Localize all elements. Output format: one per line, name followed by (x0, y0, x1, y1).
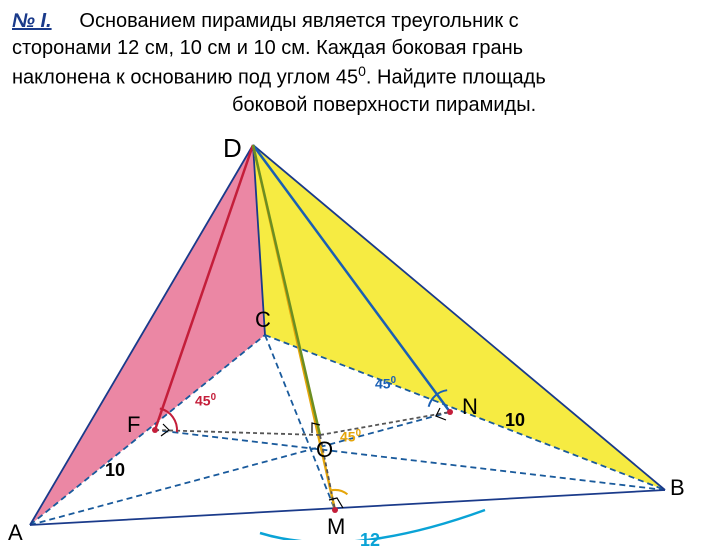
vertex-label-B: B (670, 475, 685, 501)
angle-label-F: 450 (195, 392, 216, 409)
vertex-label-F: F (127, 412, 140, 438)
degree-sup: 0 (358, 63, 366, 79)
base-edge-AB (30, 490, 665, 525)
text-l3b: . Найдите площадь (366, 67, 546, 89)
right-angle-M (329, 498, 343, 508)
angle-label-N: 450 (375, 375, 396, 392)
seg-CM (265, 335, 335, 510)
vertex-label-D: D (223, 133, 242, 164)
vertex-label-N: N (462, 394, 478, 420)
vertex-label-O: O (316, 437, 333, 463)
text-l3a: наклонена к основанию под углом 45 (12, 67, 358, 89)
dot-M (332, 507, 338, 513)
edge-label-AC: 10 (105, 460, 125, 481)
angle-label-M: 450 (340, 428, 361, 445)
dot-F (152, 427, 158, 433)
problem-text: № I. Основанием пирамиды является треуго… (12, 8, 708, 119)
text-l1: Основанием пирамиды является треугольник… (79, 10, 518, 32)
problem-number: № I. (12, 10, 52, 32)
text-l2: сторонами 12 см, 10 см и 10 см. Каждая б… (12, 37, 523, 59)
vertex-label-A: A (8, 520, 23, 546)
edge-label-CB: 10 (505, 410, 525, 431)
vertex-label-C: C (255, 307, 271, 333)
face-DAC (30, 145, 265, 525)
vertex-label-M: M (327, 514, 345, 540)
text-l4: боковой поверхности пирамиды. (232, 94, 536, 116)
edge-label-AB: 12 (360, 530, 380, 551)
angle-arc-M (330, 490, 347, 494)
seg-OF (155, 430, 320, 435)
dot-N (447, 409, 453, 415)
